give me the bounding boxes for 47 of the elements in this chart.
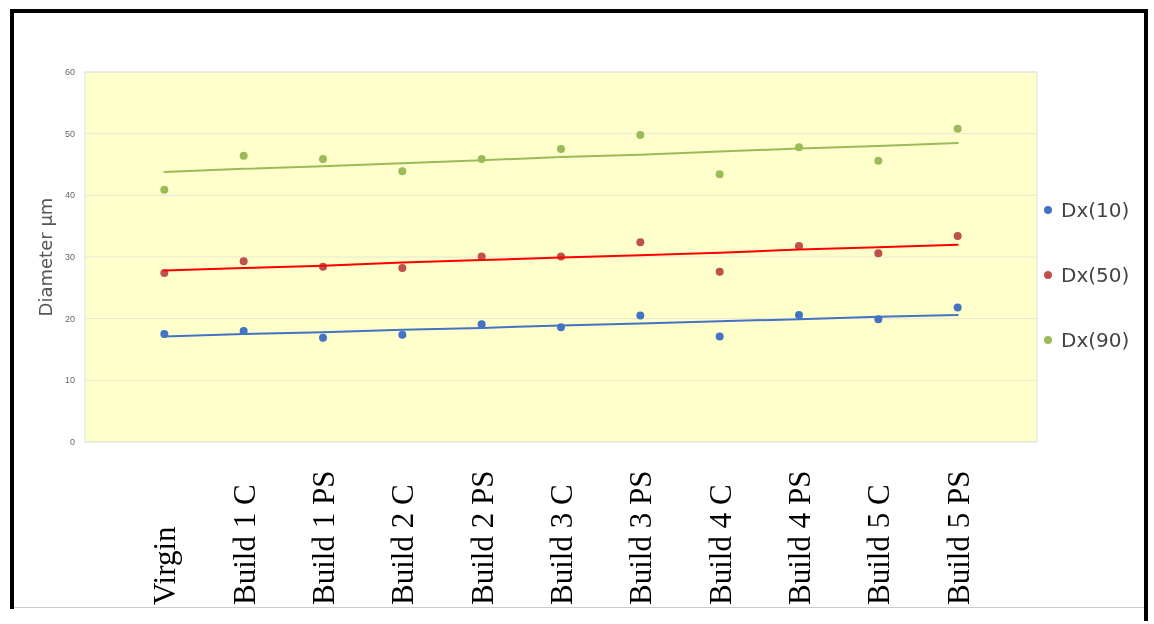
y-tick-label: 40	[64, 190, 75, 201]
point	[319, 154, 327, 163]
point	[874, 156, 883, 165]
legend-label: Dx(90)	[1061, 328, 1130, 352]
y-axis-title: Diameter µm	[35, 197, 56, 317]
point	[636, 130, 645, 139]
y-tick-label: 30	[64, 252, 75, 263]
y-tick-label: 0	[69, 437, 75, 448]
x-tick-label: Build 3 PS	[623, 470, 659, 605]
point	[715, 170, 724, 179]
point	[715, 267, 724, 276]
point	[398, 330, 407, 339]
line-series	[163, 141, 959, 173]
point	[477, 320, 486, 329]
point	[715, 332, 724, 341]
point	[160, 185, 169, 194]
y-tick-label: 20	[64, 313, 75, 324]
x-tick-label: Build 4 C	[702, 484, 738, 605]
legend-label: Dx(10)	[1061, 198, 1130, 222]
point	[239, 151, 248, 160]
x-tick-label: Build 2 PS	[464, 470, 500, 605]
x-tick-label: Build 3 C	[544, 484, 579, 605]
point	[795, 241, 803, 250]
y-tick-label: 10	[64, 375, 75, 386]
point	[398, 167, 407, 176]
point	[795, 310, 803, 319]
point	[953, 124, 962, 133]
y-tick-label: 50	[64, 128, 75, 139]
point	[636, 238, 645, 247]
legend-label: Dx(50)	[1061, 263, 1130, 287]
x-tick-label: Build 2 C	[385, 484, 421, 605]
point	[319, 333, 327, 342]
x-tick-label: Build 1 C	[226, 484, 262, 605]
point	[239, 257, 248, 266]
x-tick-label: Build 1 PS	[306, 470, 341, 605]
x-tick-label: Virgin	[147, 525, 183, 605]
x-tick-label: Build 5 PS	[940, 470, 976, 605]
x-tick-label: Build 5 C	[861, 484, 897, 605]
point	[953, 232, 962, 241]
point	[953, 303, 962, 312]
x-tick-label: Build 4 PS	[782, 470, 817, 605]
point	[557, 145, 565, 154]
point	[398, 264, 407, 273]
point	[874, 249, 883, 258]
point	[636, 311, 645, 320]
y-tick-label: 60	[64, 67, 75, 78]
point	[477, 252, 486, 261]
